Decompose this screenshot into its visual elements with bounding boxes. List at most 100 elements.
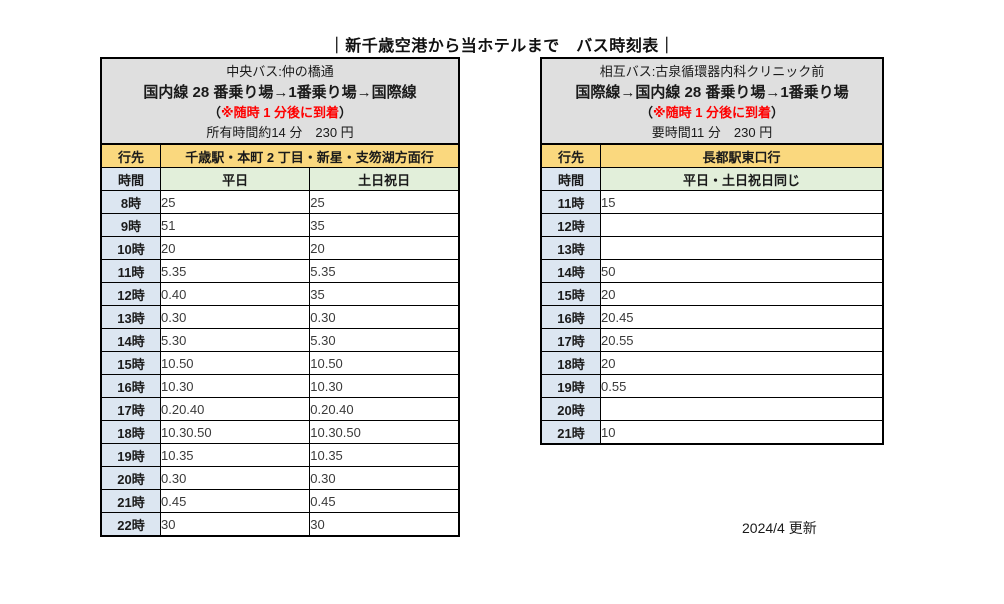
timetable-row: 19時 0.55: [540, 374, 884, 398]
departure-minutes-cell: 10.50: [159, 351, 311, 375]
hour-cell: 16時: [540, 305, 601, 329]
timetable-row: 21時 10: [540, 420, 884, 445]
departure-minutes-cell: 0.40: [159, 282, 311, 306]
hour-cell: 13時: [540, 236, 601, 260]
note-close-paren: ）: [771, 105, 785, 121]
departure-minutes-cell: [600, 236, 884, 260]
timetable-row: 12時: [540, 213, 884, 237]
departure-minutes-cell: 20: [600, 282, 884, 306]
departure-minutes-cell: 35: [309, 282, 460, 306]
departure-minutes-cell: 10.30.50: [309, 420, 460, 444]
hour-cell: 9時: [100, 213, 161, 237]
left-timetable-grid: 行先 千歳駅・本町 2 丁目・新星・支笏湖方面行 時間 平日 土日祝日 8時 25 25 9時 5…: [100, 143, 460, 537]
timetable-row: 20時 0.30 0.30: [100, 466, 460, 490]
timetable-row: 10時 20 20: [100, 236, 460, 260]
destination-value-cell: 長都駅東口行: [600, 143, 884, 168]
departure-minutes-cell: 20.55: [600, 328, 884, 352]
hour-cell: 19時: [100, 443, 161, 467]
time-column-label-cell: 時間: [100, 167, 161, 191]
left-route-line: 国内線 28 番乗り場→1番乗り場→国際線: [143, 83, 417, 101]
timetable-row: 16時 10.30 10.30: [100, 374, 460, 398]
timetable-row: 8時 25 25: [100, 190, 460, 214]
departure-minutes-cell: 50: [600, 259, 884, 283]
timetable-row: 13時: [540, 236, 884, 260]
right-table-header: 相互バス:古泉循環器内科クリニック前 国際線→国内線 28 番乗り場→1番乗り場…: [540, 57, 884, 143]
day-header-row: 時間 平日・土日祝日同じ: [540, 167, 884, 191]
right-operator-stop-name: 相互バス:古泉循環器内科クリニック前: [599, 64, 825, 80]
hour-cell: 14時: [100, 328, 161, 352]
departure-minutes-cell: 10.30.50: [159, 420, 311, 444]
departure-minutes-cell: 20: [309, 236, 460, 260]
hour-cell: 10時: [100, 236, 161, 260]
timetable-row: 21時 0.45 0.45: [100, 489, 460, 513]
right-arrival-note: （※随時 1 分後に到着）: [542, 102, 882, 121]
hour-cell: 22時: [100, 512, 161, 537]
hour-cell: 12時: [100, 282, 161, 306]
timetable-row: 22時 30 30: [100, 512, 460, 537]
destination-row: 行先 千歳駅・本町 2 丁目・新星・支笏湖方面行: [100, 143, 460, 168]
departure-minutes-cell: 5.30: [309, 328, 460, 352]
right-route-line: 国際線→国内線 28 番乗り場→1番乗り場: [575, 83, 849, 101]
destination-label-cell: 行先: [540, 143, 601, 168]
time-column-label-cell: 時間: [540, 167, 601, 191]
departure-minutes-cell: 5.30: [159, 328, 311, 352]
timetable-row: 16時 20.45: [540, 305, 884, 329]
departure-minutes-cell: 20.45: [600, 305, 884, 329]
left-operator-stop-name: 中央バス:仲の橋通: [226, 64, 334, 80]
departure-minutes-cell: 10.35: [309, 443, 460, 467]
hour-cell: 20時: [540, 397, 601, 421]
departure-minutes-cell: 0.30: [309, 305, 460, 329]
departure-minutes-cell: 0.20.40: [309, 397, 460, 421]
hour-cell: 11時: [100, 259, 161, 283]
note-open-paren: （: [639, 105, 653, 121]
right-timetable-grid: 行先 長都駅東口行 時間 平日・土日祝日同じ 11時 15 12時 13時 14時 50 15時 20…: [540, 143, 884, 445]
page-title: ｜新千歳空港から当ホテルまで バス時刻表｜: [328, 38, 676, 55]
destination-label-cell: 行先: [100, 143, 161, 168]
hour-cell: 21時: [100, 489, 161, 513]
departure-minutes-cell: 15: [600, 190, 884, 214]
departure-minutes-cell: 30: [309, 512, 460, 537]
timetable-row: 19時 10.35 10.35: [100, 443, 460, 467]
departure-minutes-cell: 20: [159, 236, 311, 260]
destination-value-cell: 千歳駅・本町 2 丁目・新星・支笏湖方面行: [160, 143, 460, 168]
left-arrival-note-text: ※随時 1 分後に到着: [220, 105, 340, 121]
departure-minutes-cell: 5.35: [159, 259, 311, 283]
day-header-cell: 平日・土日祝日同じ: [600, 167, 884, 191]
destination-row: 行先 長都駅東口行: [540, 143, 884, 168]
departure-minutes-cell: 0.55: [600, 374, 884, 398]
hour-cell: 20時: [100, 466, 161, 490]
departure-minutes-cell: [600, 397, 884, 421]
right-timetable-panel: 相互バス:古泉循環器内科クリニック前 国際線→国内線 28 番乗り場→1番乗り場…: [540, 57, 884, 445]
departure-minutes-cell: 0.20.40: [159, 397, 311, 421]
hour-cell: 11時: [540, 190, 601, 214]
departure-minutes-cell: 25: [159, 190, 311, 214]
departure-minutes-cell: 0.30: [159, 466, 311, 490]
departure-minutes-cell: 25: [309, 190, 460, 214]
departure-minutes-cell: 51: [159, 213, 311, 237]
departure-minutes-cell: 10.30: [309, 374, 460, 398]
departure-minutes-cell: 10.35: [159, 443, 311, 467]
hour-cell: 18時: [100, 420, 161, 444]
hour-cell: 15時: [540, 282, 601, 306]
hour-cell: 18時: [540, 351, 601, 375]
hour-cell: 8時: [100, 190, 161, 214]
timetable-row: 11時 5.35 5.35: [100, 259, 460, 283]
departure-minutes-cell: 20: [600, 351, 884, 375]
departure-minutes-cell: 0.45: [309, 489, 460, 513]
right-arrival-note-text: ※随時 1 分後に到着: [652, 105, 772, 121]
hour-cell: 15時: [100, 351, 161, 375]
departure-minutes-cell: 0.30: [159, 305, 311, 329]
timetable-row: 13時 0.30 0.30: [100, 305, 460, 329]
hour-cell: 13時: [100, 305, 161, 329]
right-duration-fare: 要時間11 分 230 円: [651, 124, 773, 140]
left-duration-fare: 所有時間約14 分 230 円: [206, 124, 354, 140]
departure-minutes-cell: 0.45: [159, 489, 311, 513]
timetable-row: 17時 20.55: [540, 328, 884, 352]
departure-minutes-cell: 10: [600, 420, 884, 445]
timetable-row: 14時 50: [540, 259, 884, 283]
departure-minutes-cell: 10.30: [159, 374, 311, 398]
left-table-header: 中央バス:仲の橋通 国内線 28 番乗り場→1番乗り場→国際線 （※随時 1 分…: [100, 57, 460, 143]
timetable-row: 15時 20: [540, 282, 884, 306]
updated-date: 2024/4 更新: [742, 520, 817, 536]
departure-minutes-cell: 30: [159, 512, 311, 537]
